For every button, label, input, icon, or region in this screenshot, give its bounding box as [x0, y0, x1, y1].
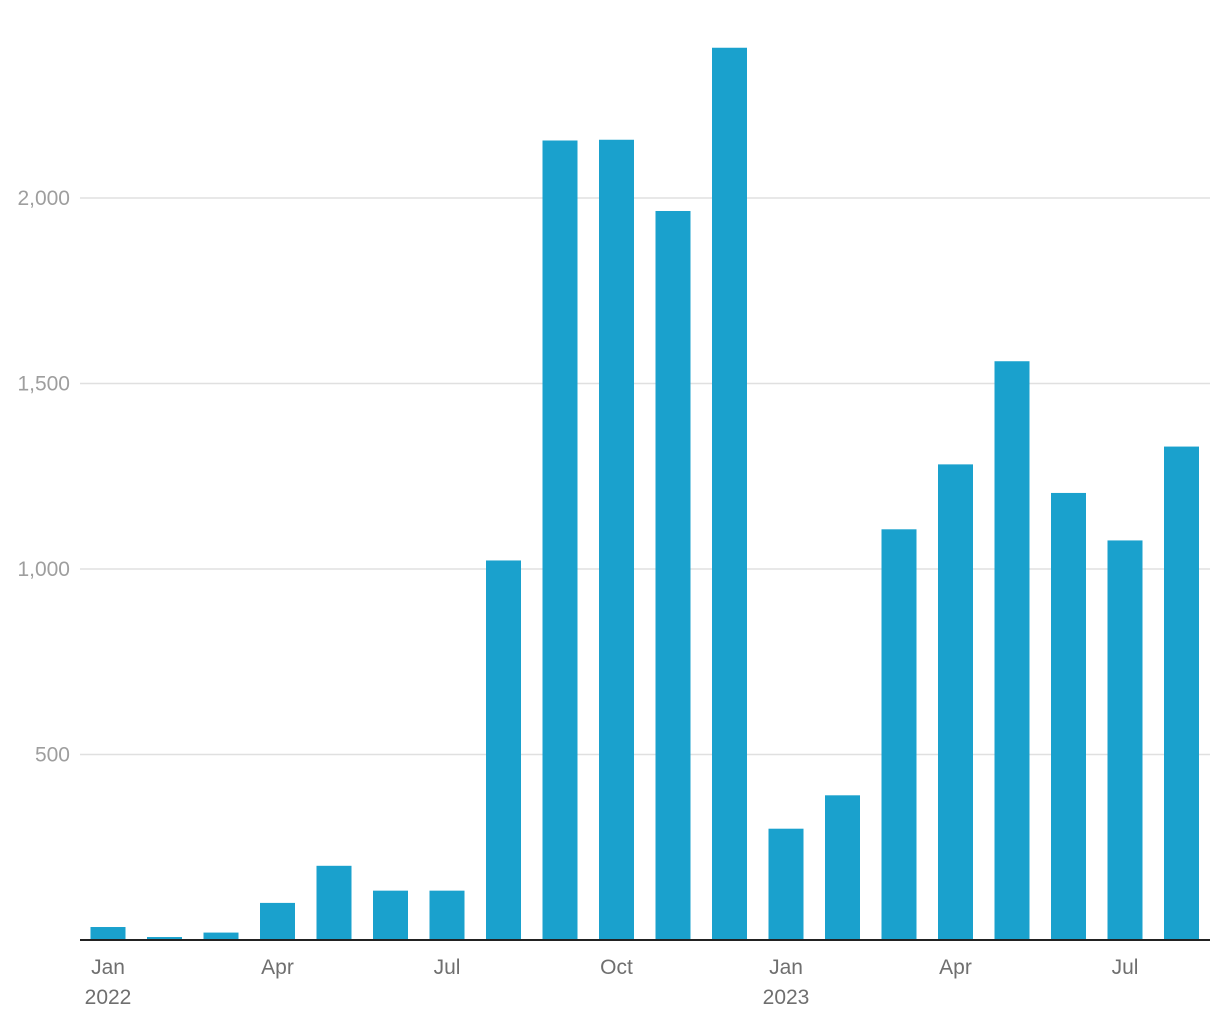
x-tick-label: Jan	[91, 956, 125, 979]
x-tick-year-label: 2023	[763, 986, 810, 1009]
x-tick-label: Oct	[600, 956, 633, 979]
x-tick-label: Apr	[261, 956, 294, 979]
bar-2022-03	[203, 932, 239, 940]
bar-2022-11	[655, 210, 691, 941]
y-axis-ticks: 500 1,000 1,500 2,000	[17, 187, 70, 767]
bar-2023-07	[1107, 540, 1143, 940]
bar-2022-05	[316, 865, 352, 940]
bar-2022-10	[599, 139, 634, 941]
bar-2022-12	[712, 47, 747, 941]
bar-2023-06	[1051, 492, 1086, 940]
bar-2023-01	[768, 828, 804, 940]
bar-2023-08	[1164, 446, 1199, 940]
bar-2023-03	[881, 529, 917, 940]
bar-2022-07	[429, 890, 465, 940]
bar-2022-04	[260, 902, 295, 940]
bars	[90, 47, 1199, 941]
x-tick-label: Apr	[939, 956, 972, 979]
bar-2023-02	[825, 795, 860, 940]
x-tick-label: Jan	[769, 956, 803, 979]
x-tick-year-label: 2022	[85, 986, 132, 1009]
bar-2022-09	[542, 140, 578, 940]
x-tick-label: Jul	[434, 956, 461, 979]
x-tick-label: Jul	[1112, 956, 1139, 979]
bar-2023-04	[938, 464, 973, 940]
bar-2022-08	[486, 560, 521, 940]
y-tick-label: 500	[35, 744, 70, 767]
bar-2022-06	[373, 890, 408, 940]
gridlines	[80, 197, 1210, 756]
y-tick-label: 1,500	[17, 373, 70, 396]
y-tick-label: 1,000	[17, 558, 70, 581]
bar-2022-01	[90, 927, 126, 940]
y-tick-label: 2,000	[17, 187, 70, 210]
bar-2022-02	[147, 937, 182, 940]
bar-2023-05	[994, 361, 1030, 940]
x-axis-ticks: Jan 2022 Apr Jul Oct Jan 2023 Apr Jul	[85, 956, 1139, 1009]
